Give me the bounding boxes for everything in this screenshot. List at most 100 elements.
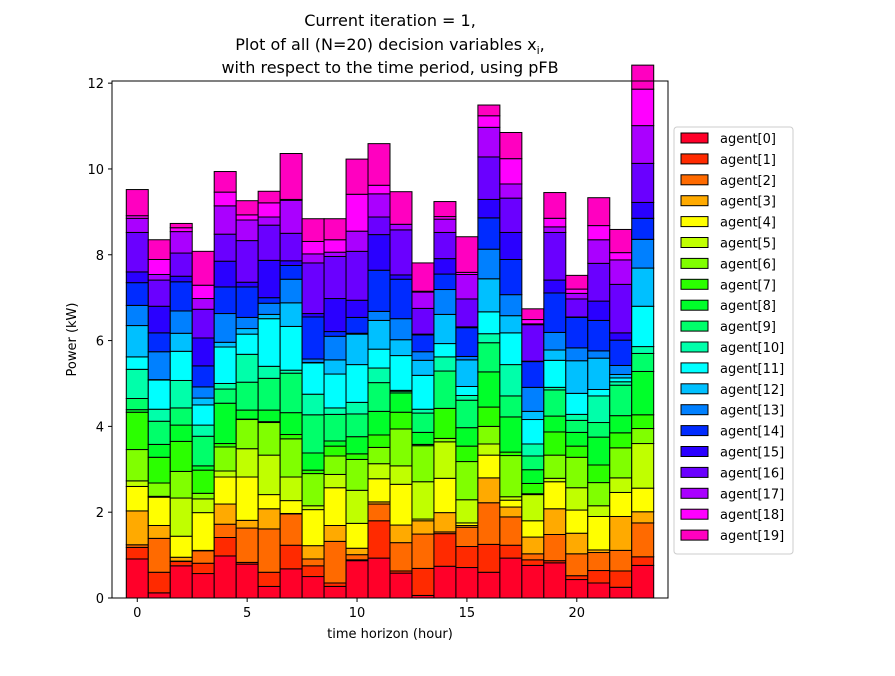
x-tick-label: 10 — [349, 606, 366, 621]
bar-segment-9-agent-6 — [324, 456, 346, 474]
bar-segment-17-agent-17 — [500, 184, 522, 198]
bar-segment-2-agent-14 — [170, 282, 192, 311]
bar-segment-8-agent-18 — [302, 241, 324, 253]
bar-segment-21-agent-1 — [588, 571, 610, 583]
legend-label-agent-7: agent[7] — [720, 278, 776, 293]
bar-segment-1-agent-4 — [148, 497, 170, 525]
legend-swatch-agent-1 — [681, 154, 708, 164]
bar-segment-10-agent-5 — [346, 490, 368, 523]
bar-segment-8-agent-9 — [302, 415, 324, 453]
bar-segment-9-agent-2 — [324, 541, 346, 583]
bar-segment-7-agent-16 — [280, 233, 302, 260]
bar-segment-9-agent-18 — [324, 240, 346, 252]
bar-segment-5-agent-10 — [236, 354, 258, 382]
legend-swatch-agent-12 — [681, 384, 708, 394]
bar-segment-11-agent-7 — [368, 435, 390, 447]
bar-segment-19-agent-0 — [544, 563, 566, 598]
bar-segment-22-agent-18 — [610, 253, 632, 260]
bar-segment-11-agent-1 — [368, 521, 390, 558]
bar-segment-4-agent-2 — [214, 524, 236, 537]
bar-segment-17-agent-10 — [500, 365, 522, 396]
bar-segment-4-agent-8 — [214, 403, 236, 443]
bar-segment-4-agent-4 — [214, 477, 236, 504]
bar-segment-17-agent-15 — [500, 232, 522, 259]
bar-segment-3-agent-8 — [192, 466, 214, 470]
bar-segment-20-agent-16 — [566, 299, 588, 317]
bar-segment-8-agent-17 — [302, 254, 324, 263]
bar-segment-4-agent-5 — [214, 471, 236, 477]
y-tick-label: 2 — [96, 506, 104, 521]
bar-segment-16-agent-4 — [478, 455, 500, 478]
bar-segment-18-agent-8 — [522, 470, 544, 484]
legend-label-agent-17: agent[17] — [720, 487, 784, 502]
bar-segment-7-agent-4 — [280, 501, 302, 514]
bar-segment-12-agent-19 — [390, 192, 412, 225]
bar-segment-7-agent-5 — [280, 477, 302, 501]
bar-segment-7-agent-6 — [280, 439, 302, 477]
x-tick-label: 20 — [569, 606, 586, 621]
bar-segment-19-agent-12 — [544, 350, 566, 360]
bar-segment-4-agent-19 — [214, 172, 236, 193]
bar-segment-7-agent-17 — [280, 200, 302, 233]
bar-segment-15-agent-8 — [456, 428, 478, 446]
bar-segment-9-agent-10 — [324, 408, 346, 414]
bar-segment-6-agent-15 — [258, 260, 280, 297]
bar-segment-6-agent-18 — [258, 203, 280, 217]
bar-segment-8-agent-13 — [302, 359, 324, 362]
bar-segment-0-agent-11 — [126, 357, 148, 369]
bar-segment-9-agent-14 — [324, 332, 346, 337]
bar-segment-8-agent-19 — [302, 219, 324, 242]
y-tick-label: 10 — [87, 163, 104, 178]
bar-segment-5-agent-19 — [236, 201, 258, 215]
bar-segment-14-agent-10 — [434, 357, 456, 371]
bar-segment-5-agent-2 — [236, 528, 258, 562]
bar-segment-19-agent-7 — [544, 432, 566, 455]
bar-segment-22-agent-14 — [610, 340, 632, 365]
bar-segment-13-agent-14 — [412, 335, 434, 352]
bar-segment-0-agent-16 — [126, 232, 148, 271]
bar-segment-16-agent-15 — [478, 199, 500, 217]
bar-segment-22-agent-12 — [610, 374, 632, 377]
bar-segment-21-agent-6 — [588, 483, 610, 506]
bar-segment-22-agent-13 — [610, 365, 632, 374]
bar-segment-22-agent-0 — [610, 587, 632, 598]
legend-swatch-agent-17 — [681, 488, 708, 498]
bar-segment-10-agent-2 — [346, 555, 368, 560]
bar-segment-16-agent-7 — [478, 407, 500, 426]
bar-segment-0-agent-4 — [126, 486, 148, 510]
chart-title-suffix: , — [540, 35, 545, 54]
bar-segment-22-agent-15 — [610, 333, 632, 340]
bar-segment-20-agent-17 — [566, 293, 588, 299]
bar-segment-17-agent-18 — [500, 159, 522, 184]
legend-label-agent-16: agent[16] — [720, 466, 784, 481]
legend-label-agent-2: agent[2] — [720, 174, 776, 189]
bar-segment-10-agent-7 — [346, 454, 368, 460]
bar-segment-5-agent-11 — [236, 334, 258, 354]
bar-segment-22-agent-17 — [610, 260, 632, 284]
bar-segment-19-agent-15 — [544, 280, 566, 293]
bar-segment-16-agent-11 — [478, 312, 500, 334]
bar-segment-11-agent-9 — [368, 383, 390, 412]
bar-segment-13-agent-9 — [412, 413, 434, 432]
bar-segment-0-agent-6 — [126, 450, 148, 481]
bar-segment-19-agent-9 — [544, 390, 566, 416]
bar-segment-12-agent-8 — [390, 393, 412, 412]
bar-segment-16-agent-0 — [478, 572, 500, 598]
x-tick-label: 5 — [243, 606, 251, 621]
bar-segment-23-agent-4 — [632, 488, 654, 512]
bar-segment-7-agent-11 — [280, 326, 302, 370]
bar-segment-1-agent-9 — [148, 421, 170, 444]
bar-segment-14-agent-17 — [434, 219, 456, 232]
bar-segment-22-agent-3 — [610, 516, 632, 550]
bar-segment-13-agent-2 — [412, 534, 434, 568]
bar-segment-8-agent-15 — [302, 314, 324, 317]
bar-segment-16-agent-3 — [478, 478, 500, 503]
bar-segment-1-agent-17 — [148, 275, 170, 281]
bar-segment-11-agent-17 — [368, 194, 390, 217]
bar-segment-6-agent-0 — [258, 586, 280, 598]
legend-label-agent-10: agent[10] — [720, 341, 784, 356]
bar-segment-12-agent-0 — [390, 573, 412, 598]
bar-segment-10-agent-17 — [346, 231, 368, 251]
bar-segment-13-agent-19 — [412, 263, 434, 291]
